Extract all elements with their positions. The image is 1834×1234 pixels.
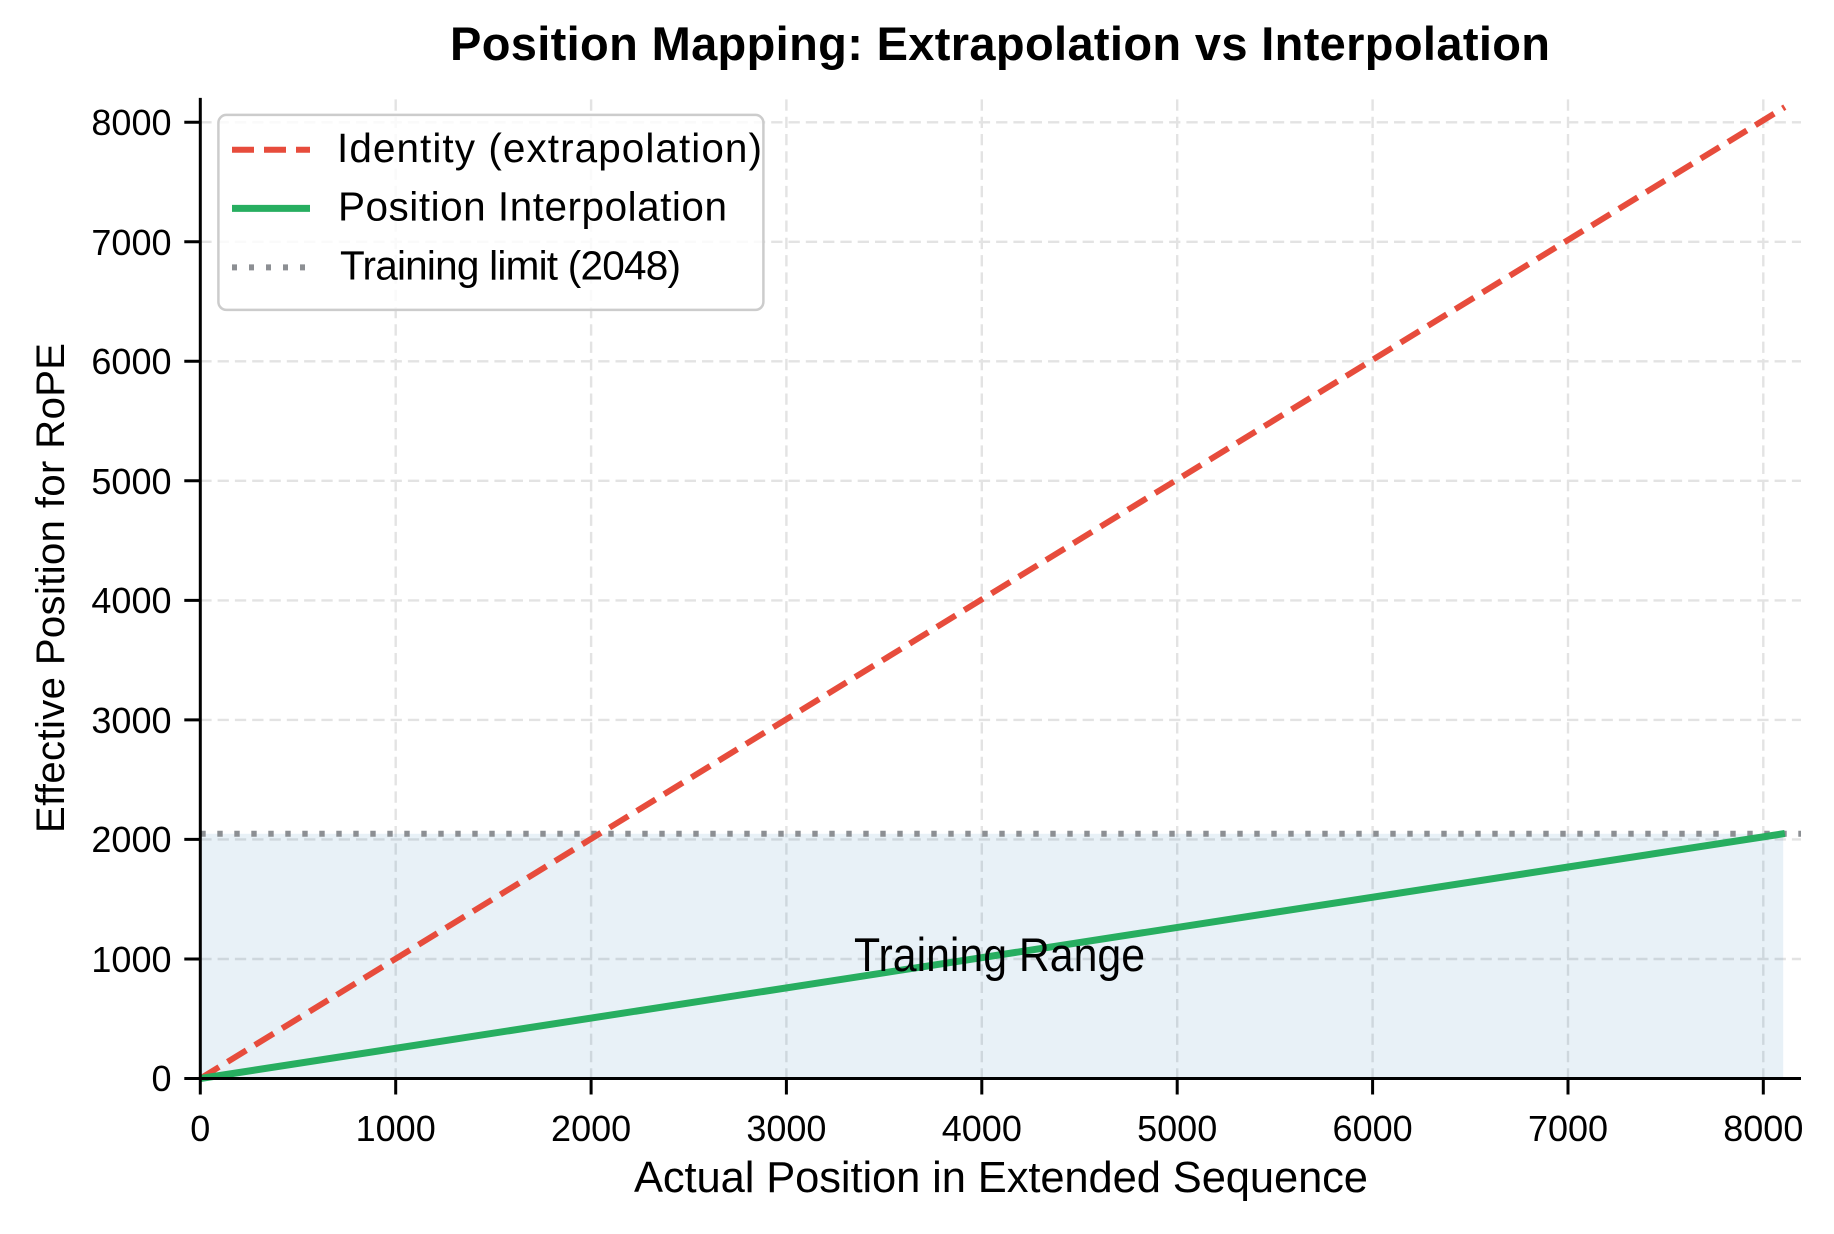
svg-text:7000: 7000	[1528, 1108, 1608, 1149]
svg-text:6000: 6000	[1333, 1108, 1413, 1149]
svg-text:3000: 3000	[91, 700, 171, 741]
svg-text:1000: 1000	[91, 939, 171, 980]
svg-text:5000: 5000	[91, 461, 171, 502]
svg-text:7000: 7000	[91, 222, 171, 263]
svg-text:4000: 4000	[91, 580, 171, 621]
svg-text:1000: 1000	[356, 1108, 436, 1149]
svg-text:Actual Position in Extended Se: Actual Position in Extended Sequence	[634, 1154, 1368, 1202]
svg-text:Position Interpolation: Position Interpolation	[338, 184, 727, 230]
svg-text:0: 0	[190, 1108, 210, 1149]
svg-text:2000: 2000	[91, 819, 171, 860]
svg-text:Identity (extrapolation): Identity (extrapolation)	[337, 125, 762, 171]
svg-text:Effective Position for RoPE: Effective Position for RoPE	[29, 343, 73, 833]
svg-text:5000: 5000	[1137, 1108, 1217, 1149]
svg-text:3000: 3000	[746, 1108, 826, 1149]
svg-text:Position Mapping: Extrapolatio: Position Mapping: Extrapolation vs Inter…	[450, 17, 1550, 70]
svg-text:8000: 8000	[91, 102, 171, 143]
svg-text:0: 0	[151, 1058, 171, 1099]
svg-text:Training limit (2048): Training limit (2048)	[340, 242, 681, 288]
svg-text:4000: 4000	[942, 1108, 1022, 1149]
svg-text:2000: 2000	[551, 1108, 631, 1149]
svg-text:8000: 8000	[1723, 1108, 1803, 1149]
svg-text:Training Range: Training Range	[854, 928, 1145, 981]
svg-text:6000: 6000	[91, 341, 171, 382]
